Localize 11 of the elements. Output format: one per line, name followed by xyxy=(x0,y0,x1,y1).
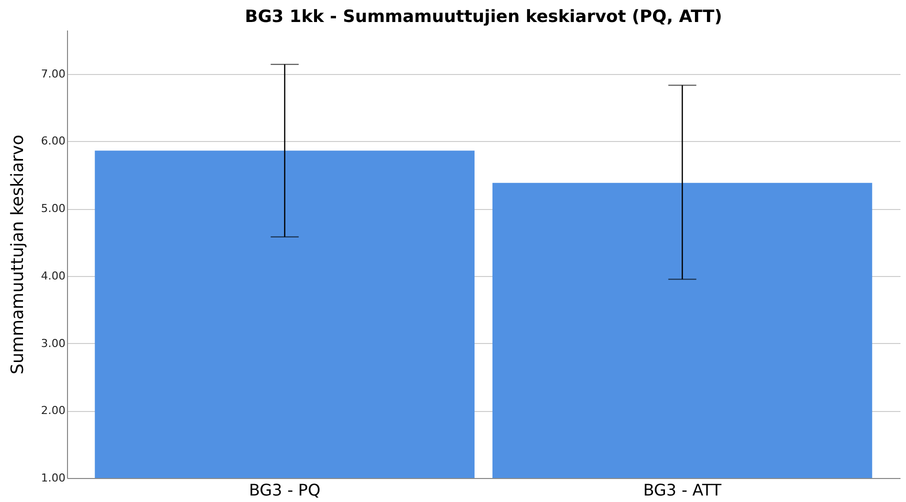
y-tick-label: 3.00 xyxy=(41,336,66,350)
x-tick-label: BG3 - PQ xyxy=(248,480,320,500)
x-tick-label: BG3 - ATT xyxy=(643,480,722,500)
y-tick-label: 2.00 xyxy=(41,404,66,418)
chart-title: BG3 1kk - Summamuuttujien keskiarvot (PQ, ATT) xyxy=(244,7,722,27)
y-axis-title: Summamuuttujan keskiarvo xyxy=(8,134,28,374)
y-tick-label: 7.00 xyxy=(41,67,66,80)
y-tick-label: 1.00 xyxy=(41,472,66,484)
y-tick-label: 6.00 xyxy=(41,134,66,148)
y-tick-label: 4.00 xyxy=(41,269,66,282)
y-tick-label: 5.00 xyxy=(41,202,66,216)
